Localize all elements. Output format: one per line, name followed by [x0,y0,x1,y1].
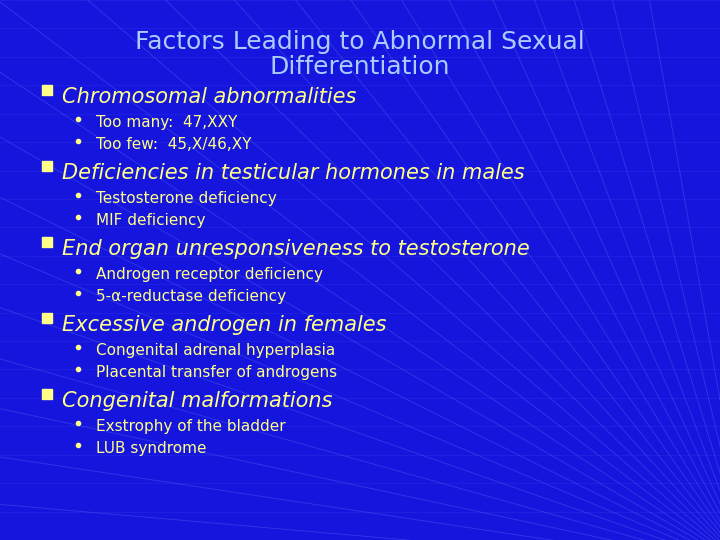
Text: Congenital malformations: Congenital malformations [62,391,333,411]
Text: Differentiation: Differentiation [270,55,450,79]
Text: Excessive androgen in females: Excessive androgen in females [62,315,387,335]
Text: Deficiencies in testicular hormones in males: Deficiencies in testicular hormones in m… [62,163,525,183]
Text: LUB syndrome: LUB syndrome [96,441,207,456]
Text: Congenital adrenal hyperplasia: Congenital adrenal hyperplasia [96,343,336,358]
Text: Chromosomal abnormalities: Chromosomal abnormalities [62,87,356,107]
Text: Testosterone deficiency: Testosterone deficiency [96,191,276,206]
Text: Placental transfer of androgens: Placental transfer of androgens [96,365,337,380]
Bar [42,161,52,171]
Text: Too few:  45,X/46,XY: Too few: 45,X/46,XY [96,137,251,152]
Text: MIF deficiency: MIF deficiency [96,213,205,228]
Bar [42,85,52,95]
Text: Factors Leading to Abnormal Sexual: Factors Leading to Abnormal Sexual [135,30,585,54]
Bar [42,237,52,247]
Text: Exstrophy of the bladder: Exstrophy of the bladder [96,419,286,434]
Text: Too many:  47,XXY: Too many: 47,XXY [96,115,238,130]
Text: 5-α-reductase deficiency: 5-α-reductase deficiency [96,289,286,304]
Bar [42,389,52,399]
Bar [42,313,52,323]
Text: End organ unresponsiveness to testosterone: End organ unresponsiveness to testostero… [62,239,530,259]
Text: Androgen receptor deficiency: Androgen receptor deficiency [96,267,323,282]
